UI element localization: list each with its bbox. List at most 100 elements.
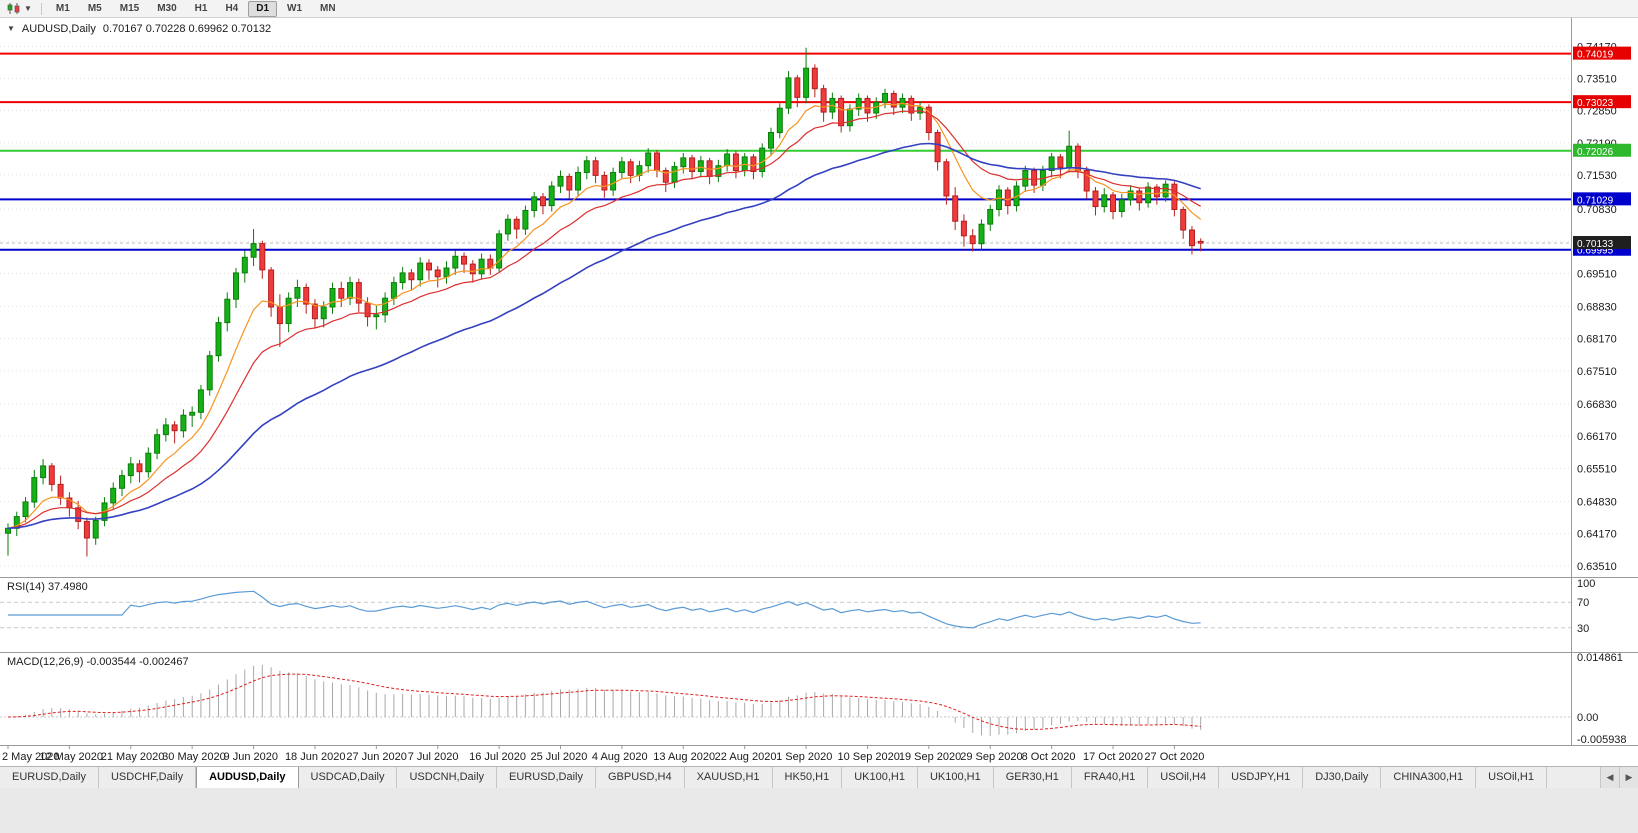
moving-average-fast xyxy=(7,102,1202,529)
tab-scroll-buttons: ◀ ▶ xyxy=(1600,767,1638,788)
price-axis-label: 0.70830 xyxy=(1577,204,1617,216)
macd-axis-label: -0.005938 xyxy=(1577,734,1627,746)
status-bar xyxy=(0,788,1638,833)
macd-axis-label: 0.014861 xyxy=(1577,652,1623,664)
chevron-down-icon: ▼ xyxy=(24,3,32,13)
price-axis-label: 0.72850 xyxy=(1577,106,1617,118)
price-axis-label: 0.64170 xyxy=(1577,529,1617,541)
price-axis-label: 0.65510 xyxy=(1577,463,1617,475)
timeframe-button-m30[interactable]: M30 xyxy=(157,2,177,14)
timeframe-button-m5[interactable]: M5 xyxy=(87,2,102,14)
chart-tab-3-usdcad-daily[interactable]: USDCAD,Daily xyxy=(298,767,398,788)
timeframe-button-h4[interactable]: H4 xyxy=(225,2,239,14)
price-axis-label: 0.64830 xyxy=(1577,496,1617,508)
macd-axis-label: 0.00 xyxy=(1577,712,1598,724)
price-axis-label: 0.66170 xyxy=(1577,431,1617,443)
timeframe-button-mn[interactable]: MN xyxy=(320,2,336,14)
rsi-line xyxy=(8,590,1201,629)
date-axis-label: 9 Jun 2020 xyxy=(224,751,278,763)
price-level-badge-label: 0.73023 xyxy=(1577,98,1614,109)
moving-average-slow xyxy=(7,142,1201,530)
tab-scroll-left-button[interactable]: ◀ xyxy=(1600,767,1619,788)
price-level-badge[interactable] xyxy=(1573,95,1631,109)
current-price-badge-label: 0.70133 xyxy=(1577,239,1614,250)
date-axis-label: 10 Sep 2020 xyxy=(837,751,899,763)
date-axis-label: 17 Oct 2020 xyxy=(1083,751,1143,763)
date-axis-label: 27 Oct 2020 xyxy=(1144,751,1204,763)
chart-tab-0-eurusd-daily[interactable]: EURUSD,Daily xyxy=(0,767,99,788)
date-axis-label: 12 May 2020 xyxy=(39,751,103,763)
date-axis-label: 7 Jul 2020 xyxy=(408,751,459,763)
chart-title: ▼ AUDUSD,Daily 0.70167 0.70228 0.69962 0… xyxy=(7,23,271,35)
chart-tab-1-usdchf-daily[interactable]: USDCHF,Daily xyxy=(98,767,197,788)
price-level-badge-label: 0.69995 xyxy=(1577,246,1614,257)
rsi-axis-label: 70 xyxy=(1577,597,1589,609)
date-axis-label: 29 Sep 2020 xyxy=(960,751,1022,763)
chart-ohlc-values: 0.70167 0.70228 0.69962 0.70132 xyxy=(102,23,272,35)
price-axis-label: 0.68830 xyxy=(1577,302,1617,314)
chart-tab-6-gbpusd-h4[interactable]: GBPUSD,H4 xyxy=(596,767,685,788)
chart-symbol-label: AUDUSD,Daily xyxy=(21,23,96,35)
tab-scroll-right-button[interactable]: ▶ xyxy=(1619,767,1638,788)
date-axis-label: 30 May 2020 xyxy=(162,751,226,763)
chart-tab-8-hk50-h1[interactable]: HK50,H1 xyxy=(772,767,843,788)
current-price-badge xyxy=(1573,236,1631,250)
date-axis-label: 16 Jul 2020 xyxy=(469,751,526,763)
price-axis-label: 0.66830 xyxy=(1577,399,1617,411)
date-axis-label: 4 Aug 2020 xyxy=(592,751,648,763)
date-axis-label: 2 May 2020 xyxy=(2,751,59,763)
date-axis-label: 13 Aug 2020 xyxy=(653,751,715,763)
date-axis-label: 18 Jun 2020 xyxy=(285,751,346,763)
chart-type-dropdown[interactable]: ▼ xyxy=(3,1,36,17)
chart-tab-10-uk100-h1[interactable]: UK100,H1 xyxy=(917,767,994,788)
price-axis-label: 0.73510 xyxy=(1577,73,1617,85)
timeframe-button-d1[interactable]: D1 xyxy=(248,0,278,17)
price-level-badge-label: 0.72026 xyxy=(1577,147,1614,158)
rsi-axis-label: 100 xyxy=(1577,578,1595,590)
one-click-trading-collapse-icon[interactable]: ▼ xyxy=(7,24,15,33)
chart-tab-11-ger30-h1[interactable]: GER30,H1 xyxy=(993,767,1072,788)
timeframe-button-w1[interactable]: W1 xyxy=(287,2,303,14)
date-axis-label: 8 Oct 2020 xyxy=(1022,751,1076,763)
price-level-badge[interactable] xyxy=(1573,192,1631,206)
date-axis-label: 25 Jul 2020 xyxy=(531,751,588,763)
candlestick-chart-icon xyxy=(7,3,20,14)
price-axis-label: 0.69510 xyxy=(1577,268,1617,280)
chart-tab-2-audusd-daily[interactable]: AUDUSD,Daily xyxy=(196,767,299,788)
timeframe-button-m15[interactable]: M15 xyxy=(119,2,140,14)
macd-signal-line xyxy=(7,673,1201,730)
macd-indicator-label: MACD(12,26,9) -0.003544 -0.002467 xyxy=(7,656,189,668)
timeframe-button-h1[interactable]: H1 xyxy=(194,2,208,14)
price-grid: 0.741700.735100.728500.721900.715300.708… xyxy=(0,41,1617,573)
timeframe-button-m1[interactable]: M1 xyxy=(55,2,70,14)
candles xyxy=(5,47,1204,557)
date-axis-label: 19 Sep 2020 xyxy=(899,751,961,763)
chart-tab-14-usdjpy-h1[interactable]: USDJPY,H1 xyxy=(1219,767,1304,788)
chart-tab-13-usoil-h4[interactable]: USOil,H4 xyxy=(1148,767,1220,788)
chart-tabs: EURUSD,Daily USDCHF,Daily AUDUSD,Daily USDC… xyxy=(0,767,1600,788)
chart-tab-bar: EURUSD,Daily USDCHF,Daily AUDUSD,Daily USDC… xyxy=(0,766,1638,788)
rsi-axis-label: 30 xyxy=(1577,623,1589,635)
chart-tab-17-usoil-h1[interactable]: USOil,H1 xyxy=(1476,767,1547,788)
chart-tab-9-uk100-h1[interactable]: UK100,H1 xyxy=(842,767,918,788)
price-level-badge[interactable] xyxy=(1573,46,1631,60)
price-axis-label: 0.68170 xyxy=(1577,334,1617,346)
chart-tab-16-china300-h1[interactable]: CHINA300,H1 xyxy=(1381,767,1477,788)
chart-tab-12-fra40-h1[interactable]: FRA40,H1 xyxy=(1071,767,1149,788)
date-axis-label: 22 Aug 2020 xyxy=(715,751,777,763)
chart-tab-4-usdcnh-daily[interactable]: USDCNH,Daily xyxy=(397,767,498,788)
rsi-indicator-label: RSI(14) 37.4980 xyxy=(7,581,88,593)
chart-area[interactable]: 0.741700.735100.728500.721900.715300.708… xyxy=(0,18,1638,766)
price-axis-label: 0.71530 xyxy=(1577,170,1617,182)
price-level-badge[interactable] xyxy=(1573,143,1631,157)
chart-tab-15-dj30-daily[interactable]: DJ30,Daily xyxy=(1303,767,1382,788)
macd-histogram xyxy=(16,664,1202,736)
chart-tab-5-eurusd-daily[interactable]: EURUSD,Daily xyxy=(497,767,596,788)
date-axis-label: 1 Sep 2020 xyxy=(776,751,832,763)
price-chart[interactable]: 0.741700.735100.728500.721900.715300.708… xyxy=(0,18,1638,766)
price-level-badge-label: 0.74019 xyxy=(1577,50,1614,61)
timeframe-buttons: M1 M5 M15 M30 H1 H4 D1 W1 MN xyxy=(47,0,345,17)
price-axis-label: 0.67510 xyxy=(1577,366,1617,378)
date-axis-label: 21 May 2020 xyxy=(101,751,165,763)
chart-tab-7-xauusd-h1[interactable]: XAUUSD,H1 xyxy=(684,767,773,788)
